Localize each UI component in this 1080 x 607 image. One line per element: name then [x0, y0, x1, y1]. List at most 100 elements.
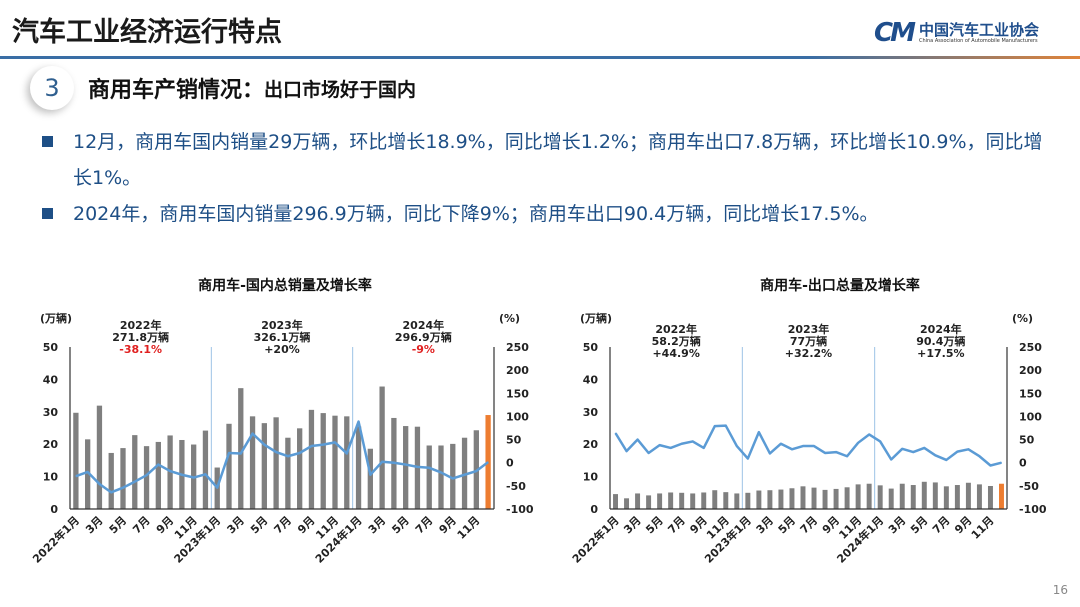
left-tick-label: 20: [583, 438, 599, 451]
growth-point: [193, 477, 195, 479]
growth-point: [648, 452, 650, 454]
right-tick-label: 150: [506, 387, 529, 400]
growth-point: [452, 477, 454, 479]
annotation-year: 2024年: [920, 322, 962, 336]
growth-point: [890, 458, 892, 460]
growth-point: [393, 462, 395, 464]
x-tick-label: 3月: [754, 514, 776, 536]
left-tick-label: 0: [50, 503, 58, 516]
growth-point: [813, 445, 815, 447]
bullet-text: 12月，商用车国内销量29万辆，环比增长18.9%，同比增长1.2%；商用车出口…: [73, 131, 1043, 189]
growth-point: [416, 466, 418, 468]
growth-point: [747, 458, 749, 460]
growth-line: [75, 420, 489, 494]
x-tick-label: 11月: [969, 514, 997, 542]
growth-point: [703, 447, 705, 449]
bar: [987, 485, 993, 509]
bar: [745, 492, 751, 509]
annotation-year: 2022年: [120, 318, 162, 332]
bar: [438, 445, 444, 509]
left-tick-label: 10: [583, 471, 599, 484]
right-axis-unit: (%): [499, 312, 520, 325]
bar: [344, 416, 350, 509]
bar: [866, 483, 872, 509]
bar: [976, 484, 982, 509]
bar: [132, 435, 138, 509]
logo-en-text: China Association of Automobile Manufact…: [918, 38, 1038, 44]
left-axis-unit: (万辆): [580, 311, 612, 325]
bar: [657, 493, 663, 509]
right-tick-label: 0: [1019, 457, 1027, 470]
annotation-total: 271.8万辆: [112, 330, 169, 344]
annotation-growth: +17.5%: [917, 347, 964, 360]
section-subtitle: 出口市场好于国内: [264, 78, 417, 101]
left-tick-label: 30: [43, 406, 59, 419]
bullet-list: 12月，商用车国内销量29万辆，环比增长18.9%，同比增长1.2%；商用车出口…: [38, 124, 1058, 232]
right-tick-label: 250: [1019, 341, 1042, 354]
x-tick-label: 5月: [643, 514, 665, 536]
growth-point: [967, 448, 969, 450]
right-axis-unit: (%): [1012, 312, 1033, 325]
growth-point: [945, 459, 947, 461]
bar: [690, 493, 696, 509]
page-number: 16: [1052, 583, 1068, 597]
logo-mark: CM: [874, 18, 916, 48]
bar: [910, 485, 916, 509]
growth-point: [901, 448, 903, 450]
annotation-total: 77万辆: [790, 334, 827, 348]
bar: [355, 426, 362, 509]
growth-point: [75, 475, 77, 477]
growth-point: [868, 433, 870, 435]
bullet-item: 2024年，商用车国内销量296.9万辆，同比下降9%；商用车出口90.4万辆，…: [38, 196, 1058, 232]
bullet-square-icon: [42, 208, 53, 219]
x-tick-label: 7月: [930, 514, 952, 536]
right-tick-label: 250: [506, 341, 529, 354]
growth-point: [146, 474, 148, 476]
bar: [756, 490, 762, 509]
annotation-total: 90.4万辆: [916, 334, 965, 348]
bar: [85, 439, 91, 509]
bar: [679, 492, 685, 509]
growth-point: [736, 445, 738, 447]
growth-point: [758, 431, 760, 433]
bar: [701, 492, 707, 509]
caam-logo: CM 中国汽车工业协会 China Association of Automob…: [874, 18, 1039, 48]
growth-point: [1000, 462, 1002, 464]
annotation-year: 2023年: [788, 322, 830, 336]
bar: [811, 487, 817, 509]
x-tick-label: 5月: [107, 514, 129, 536]
bar: [646, 495, 652, 509]
annotation-growth: -38.1%: [119, 343, 162, 356]
x-tick-label: 3月: [621, 514, 643, 536]
bar: [403, 426, 409, 509]
x-tick-label: 7月: [272, 514, 294, 536]
annotation-year: 2024年: [403, 318, 445, 332]
growth-point: [475, 470, 477, 472]
bar: [73, 412, 79, 509]
bar: [855, 484, 861, 509]
bar: [379, 386, 385, 509]
growth-point: [275, 451, 277, 453]
annotation-growth: -9%: [412, 343, 435, 356]
x-tick-label: 7月: [665, 514, 687, 536]
x-tick-label: 3月: [886, 514, 908, 536]
growth-point: [802, 445, 804, 447]
growth-point: [299, 452, 301, 454]
growth-point: [204, 473, 206, 475]
x-tick-label: 7月: [798, 514, 820, 536]
bar: [877, 485, 883, 509]
bar: [202, 430, 209, 509]
growth-point: [879, 440, 881, 442]
bar: [261, 423, 267, 509]
growth-point: [440, 471, 442, 473]
bar: [999, 483, 1004, 509]
growth-point: [240, 452, 242, 454]
bar: [249, 416, 256, 509]
annotation-total: 326.1万辆: [254, 330, 311, 344]
left-tick-label: 50: [43, 341, 59, 354]
growth-point: [405, 464, 407, 466]
bar: [285, 437, 291, 509]
growth-point: [334, 441, 336, 443]
bar: [96, 405, 103, 509]
bullet-text: 2024年，商用车国内销量296.9万辆，同比下降9%；商用车出口90.4万辆，…: [73, 203, 879, 225]
